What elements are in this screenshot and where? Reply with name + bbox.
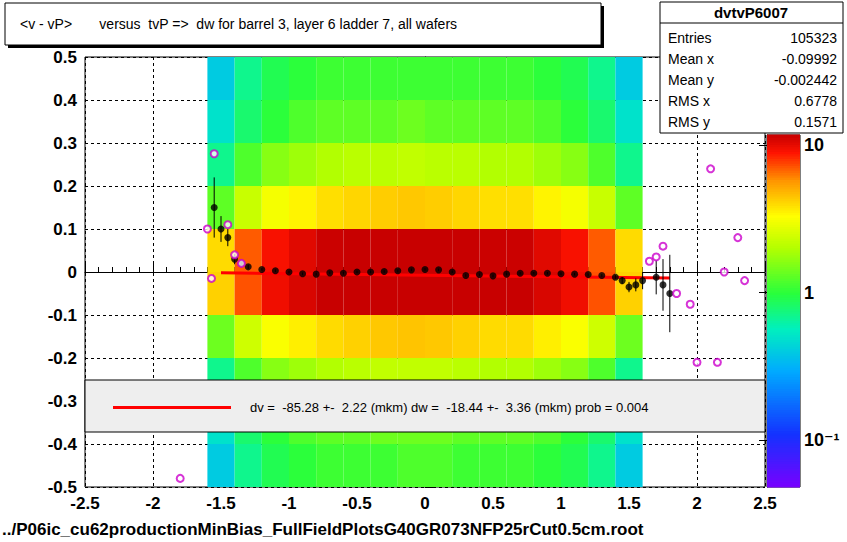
svg-text:0.4: 0.4 <box>53 91 77 110</box>
svg-text:<v - vP> versus tvP =>: <v - vP> versus tvP => dw for barrel 3, … <box>20 16 457 32</box>
svg-text:10⁻¹: 10⁻¹ <box>804 430 840 450</box>
svg-text:RMS x: RMS x <box>668 93 710 109</box>
svg-text:105323: 105323 <box>790 30 837 46</box>
svg-text:-0.1: -0.1 <box>48 306 77 325</box>
svg-text:-1: -1 <box>281 494 296 513</box>
svg-text:-0.5: -0.5 <box>342 494 371 513</box>
svg-text:0.1571: 0.1571 <box>794 114 837 130</box>
svg-text:dvtvP6007: dvtvP6007 <box>714 4 788 21</box>
svg-text:-0.2: -0.2 <box>48 349 77 368</box>
svg-text:0: 0 <box>420 494 429 513</box>
svg-text:2: 2 <box>692 494 701 513</box>
svg-text:dv = -85.28 +- 2.22 (mkm) dw: dv = -85.28 +- 2.22 (mkm) dw = -18.44 +-… <box>250 400 649 415</box>
svg-text:0.5: 0.5 <box>53 48 77 67</box>
svg-text:0: 0 <box>68 263 77 282</box>
svg-text:../P06ic_cu62productionMinBias: ../P06ic_cu62productionMinBias_FullField… <box>2 520 644 539</box>
svg-text:0.1: 0.1 <box>53 220 77 239</box>
svg-text:RMS y: RMS y <box>668 114 710 130</box>
svg-text:Entries: Entries <box>668 30 712 46</box>
svg-text:10: 10 <box>804 135 824 155</box>
svg-text:1.5: 1.5 <box>617 494 641 513</box>
svg-text:-2: -2 <box>145 494 160 513</box>
svg-text:1: 1 <box>556 494 565 513</box>
svg-text:1: 1 <box>804 283 814 303</box>
svg-text:2.5: 2.5 <box>753 494 777 513</box>
svg-text:-1.5: -1.5 <box>206 494 235 513</box>
svg-text:Mean y: Mean y <box>668 72 714 88</box>
svg-text:0.6778: 0.6778 <box>794 93 837 109</box>
svg-text:0.3: 0.3 <box>53 134 77 153</box>
svg-text:-0.5: -0.5 <box>47 477 77 497</box>
svg-text:0.5: 0.5 <box>481 494 505 513</box>
svg-text:-0.4: -0.4 <box>48 435 78 454</box>
svg-text:-0.3: -0.3 <box>48 392 77 411</box>
svg-text:-0.002442: -0.002442 <box>774 72 837 88</box>
svg-text:-0.09992: -0.09992 <box>782 51 837 67</box>
svg-text:0.2: 0.2 <box>53 177 77 196</box>
svg-text:-2.5: -2.5 <box>70 494 99 513</box>
svg-text:Mean x: Mean x <box>668 51 714 67</box>
